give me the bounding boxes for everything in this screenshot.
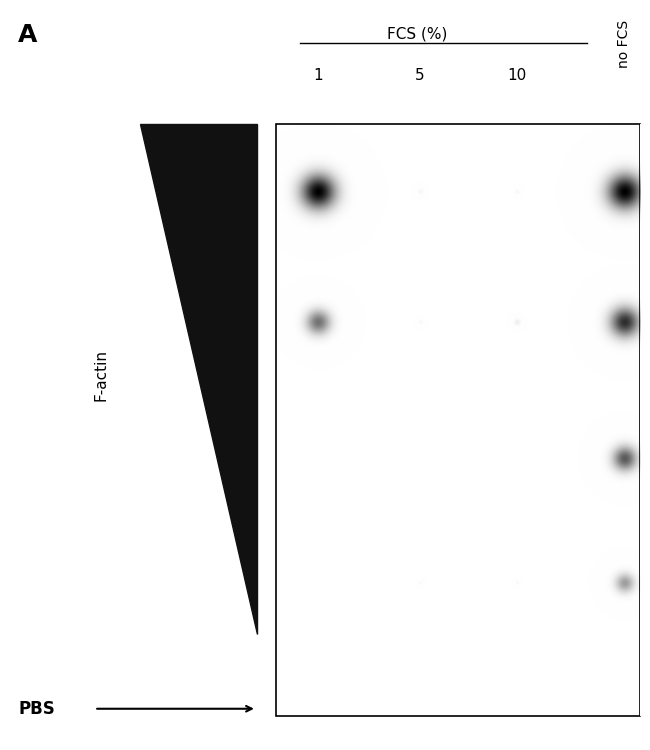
Bar <box>276 124 640 716</box>
Text: A: A <box>18 22 38 46</box>
Text: 10: 10 <box>507 68 526 82</box>
Text: 1: 1 <box>313 68 323 82</box>
Text: 5: 5 <box>415 68 425 82</box>
Text: no FCS: no FCS <box>617 20 631 68</box>
Text: PBS: PBS <box>18 700 55 718</box>
Polygon shape <box>140 124 257 634</box>
Text: FCS (%): FCS (%) <box>387 26 447 41</box>
Text: F-actin: F-actin <box>93 349 109 401</box>
